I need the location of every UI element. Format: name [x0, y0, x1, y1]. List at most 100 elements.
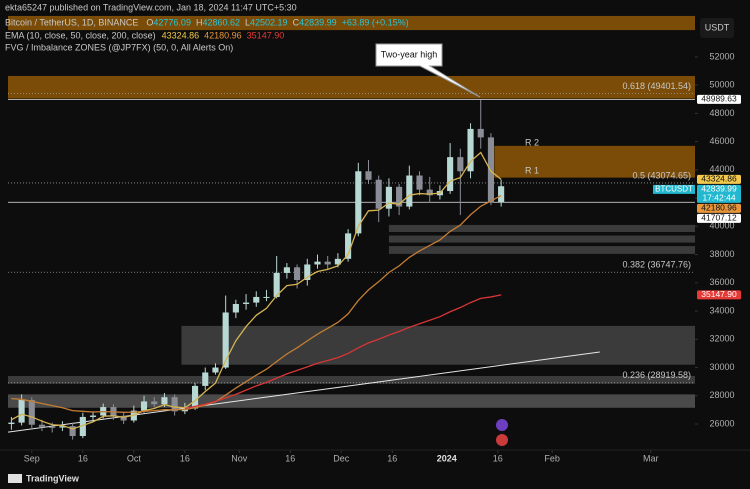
x-tick-label: Dec: [333, 453, 350, 463]
ohlc-value: 42776.09: [153, 17, 191, 27]
zone: [8, 15, 695, 31]
change: +63.89 (+0.15%): [342, 17, 409, 27]
price-badge-label: 42839.99: [701, 184, 737, 194]
x-tick-label: 16: [493, 453, 503, 463]
countdown: 17:42:44: [702, 193, 735, 203]
x-tick-label: 16: [285, 453, 295, 463]
y-tick-label: 30000: [709, 362, 734, 372]
candle-body: [355, 171, 362, 234]
ema-line: [11, 194, 502, 413]
candle-body: [171, 397, 178, 412]
price-badge-label: 43324.86: [701, 174, 737, 184]
y-tick-label: 44000: [709, 164, 734, 174]
annotation: Two-year high: [381, 49, 438, 59]
overlay: ekta65247 published on TradingView.com, …: [5, 2, 734, 483]
ema-legend: EMA (10, close, 50, close, 200, close): [5, 30, 156, 40]
y-tick-label: 46000: [709, 136, 734, 146]
ema-line: [184, 294, 502, 410]
candle-body: [365, 171, 372, 180]
candle-body: [38, 424, 46, 427]
candle-body: [457, 157, 464, 172]
candle-body: [477, 128, 484, 138]
price-badge: [697, 174, 741, 184]
y-tick-label: 28000: [709, 390, 734, 400]
y-tick-label: 34000: [709, 305, 734, 315]
candle-body: [447, 157, 454, 192]
candle-body: [212, 367, 219, 373]
x-tick-label: Sep: [24, 453, 40, 463]
y-tick-label: 38000: [709, 249, 734, 259]
zone: [494, 145, 695, 178]
candle-body: [345, 233, 352, 259]
axes: 26000 28000 30000 32000 34000 36000 38000 40000…: [0, 51, 750, 463]
y-tick-label: 52000: [709, 51, 734, 61]
y-tick-label: 26000: [709, 418, 734, 428]
ema-value: 43324.86: [162, 30, 200, 40]
candle-body: [89, 415, 97, 417]
candle-body: [416, 175, 423, 190]
zone: [8, 75, 695, 99]
candle-body: [28, 400, 35, 425]
annotation: R 1: [525, 165, 539, 175]
candle-body: [140, 401, 148, 411]
candle-body: [467, 128, 474, 172]
candle-body: [253, 296, 260, 303]
candle-body: [294, 267, 301, 280]
candle-body: [232, 304, 239, 313]
y-tick-label: 50000: [709, 80, 734, 90]
currency[interactable]: USDT: [705, 22, 730, 32]
candle-body: [79, 416, 86, 437]
candle-body: [283, 267, 290, 273]
x-tick-label: 16: [78, 453, 88, 463]
candle-body: [487, 137, 495, 203]
ohlc-value: 42839.99: [299, 17, 337, 27]
y-tick-label: 36000: [709, 277, 734, 287]
fib-label: 0.5 (43074.65): [632, 170, 691, 180]
candle-body: [406, 175, 413, 207]
y-tick-label: 32000: [709, 334, 734, 344]
price-badge: [697, 290, 741, 300]
price-badge: [697, 213, 741, 223]
symbol-badge: [653, 184, 695, 194]
fib-label: 0.236 (28919.58): [622, 370, 691, 380]
event-icon[interactable]: [496, 434, 508, 446]
symbol-badge-label: BTCUSDT: [655, 185, 693, 194]
zone: [388, 246, 695, 254]
symbol: Bitcoin / TetherUS, 1D, BINANCE: [5, 17, 138, 27]
ohlc-key: O: [146, 17, 153, 27]
candle-body: [304, 264, 311, 280]
candle-body: [202, 372, 209, 386]
zone: [8, 394, 695, 408]
ohlc-key: L: [245, 17, 250, 27]
candle-body: [151, 401, 158, 405]
price-badge: [697, 94, 741, 104]
candle-body: [191, 385, 199, 409]
publisher: ekta65247 published on TradingView.com, …: [5, 2, 297, 12]
candle-body: [8, 422, 15, 425]
plot-area: 0.618 (49401.54) 0.5 (43074.65) 0.382 (367…: [8, 15, 695, 440]
logo: [8, 474, 22, 483]
currency-box[interactable]: [700, 18, 734, 38]
ema-value: 42180.96: [204, 30, 242, 40]
price-badge: [697, 184, 741, 203]
callout: [375, 43, 481, 98]
fib-label: 0.618 (49401.54): [622, 81, 691, 91]
zone: [181, 325, 695, 365]
candle-body: [396, 186, 403, 207]
candle-body: [18, 400, 25, 423]
price-badge-label: 35147.90: [701, 289, 737, 299]
candle-body: [49, 426, 56, 428]
ohlc-key: H: [196, 17, 203, 27]
ohlc-value: 42502.19: [250, 17, 288, 27]
x-tick-label: 16: [387, 453, 397, 463]
y-tick-label: 48000: [709, 108, 734, 118]
price-badge: [697, 203, 741, 213]
price-badge-label: 48989.63: [701, 94, 737, 104]
ohlc-key: C: [293, 17, 300, 27]
ohlc-value: 42860.62: [202, 17, 240, 27]
candle-body: [334, 258, 341, 265]
candle-body: [59, 426, 66, 428]
event-icon[interactable]: [496, 419, 508, 431]
ema-line: [11, 151, 502, 430]
